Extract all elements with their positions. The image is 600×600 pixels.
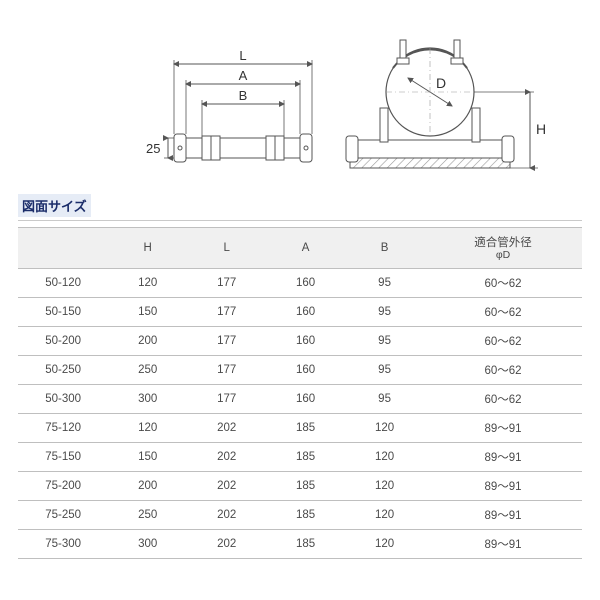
table-cell: 75-300 [18, 529, 108, 558]
table-cell: 120 [345, 413, 424, 442]
th-L: L [187, 228, 266, 269]
table-cell: 185 [266, 500, 345, 529]
table-row: 50-1501501771609560～62 [18, 297, 582, 326]
table-cell: 200 [108, 326, 187, 355]
table-cell: 177 [187, 268, 266, 297]
table-row: 50-2002001771609560～62 [18, 326, 582, 355]
table-cell: 60～62 [424, 384, 582, 413]
table-cell: 120 [345, 529, 424, 558]
table-cell: 177 [187, 355, 266, 384]
table-cell: 185 [266, 471, 345, 500]
th-A: A [266, 228, 345, 269]
dim-label-25: 25 [146, 141, 160, 156]
size-table: H L A B 適合管外径 φD 50-1201201771609560～625… [18, 227, 582, 559]
table-cell: 120 [108, 413, 187, 442]
table-cell: 160 [266, 326, 345, 355]
table-cell: 120 [345, 442, 424, 471]
table-cell: 202 [187, 442, 266, 471]
table-cell: 75-120 [18, 413, 108, 442]
table-row: 75-15015020218512089～91 [18, 442, 582, 471]
th-D-line2: φD [428, 250, 578, 262]
table-cell: 160 [266, 355, 345, 384]
table-row: 75-12012020218512089～91 [18, 413, 582, 442]
table-cell: 250 [108, 500, 187, 529]
table-cell: 160 [266, 297, 345, 326]
table-cell: 50-250 [18, 355, 108, 384]
table-cell: 95 [345, 355, 424, 384]
table-cell: 150 [108, 442, 187, 471]
table-cell: 185 [266, 442, 345, 471]
table-cell: 75-200 [18, 471, 108, 500]
table-cell: 60～62 [424, 355, 582, 384]
table-cell: 202 [187, 529, 266, 558]
table-cell: 200 [108, 471, 187, 500]
divider-line [18, 220, 582, 221]
dim-label-D: D [436, 75, 446, 91]
diagram-left: L A B 25 [138, 40, 338, 180]
th-blank [18, 228, 108, 269]
dim-label-H: H [536, 121, 546, 137]
th-D: 適合管外径 φD [424, 228, 582, 269]
table-cell: 120 [345, 500, 424, 529]
table-cell: 300 [108, 384, 187, 413]
table-cell: 75-150 [18, 442, 108, 471]
table-row: 75-20020020218512089～91 [18, 471, 582, 500]
dim-label-A: A [239, 68, 248, 83]
table-cell: 89～91 [424, 529, 582, 558]
table-cell: 202 [187, 500, 266, 529]
dim-label-L: L [239, 48, 246, 63]
table-cell: 60～62 [424, 297, 582, 326]
table-row: 50-3003001771609560～62 [18, 384, 582, 413]
diagram-right-svg: D H [338, 30, 548, 180]
table-cell: 89～91 [424, 413, 582, 442]
table-cell: 202 [187, 413, 266, 442]
table-cell: 300 [108, 529, 187, 558]
table-cell: 250 [108, 355, 187, 384]
table-cell: 150 [108, 297, 187, 326]
th-D-line1: 適合管外径 [474, 237, 532, 249]
diagram-right: D H [338, 30, 548, 180]
table-cell: 89～91 [424, 471, 582, 500]
section-title-wrap: 図面サイズ [18, 194, 582, 217]
table-cell: 95 [345, 384, 424, 413]
table-cell: 185 [266, 413, 345, 442]
table-cell: 177 [187, 326, 266, 355]
table-cell: 120 [108, 268, 187, 297]
th-B: B [345, 228, 424, 269]
table-cell: 160 [266, 268, 345, 297]
table-cell: 120 [345, 471, 424, 500]
table-header-row: H L A B 適合管外径 φD [18, 228, 582, 269]
dim-label-B: B [239, 88, 248, 103]
table-row: 75-30030020218512089～91 [18, 529, 582, 558]
table-cell: 177 [187, 384, 266, 413]
table-cell: 89～91 [424, 500, 582, 529]
table-row: 75-25025020218512089～91 [18, 500, 582, 529]
table-cell: 95 [345, 326, 424, 355]
table-cell: 185 [266, 529, 345, 558]
table-cell: 202 [187, 471, 266, 500]
section-title: 図面サイズ [18, 194, 91, 217]
table-cell: 95 [345, 268, 424, 297]
diagrams-row: L A B 25 [138, 30, 544, 180]
table-cell: 177 [187, 297, 266, 326]
table-row: 50-1201201771609560～62 [18, 268, 582, 297]
table-cell: 60～62 [424, 326, 582, 355]
page: L A B 25 [0, 0, 600, 600]
table-cell: 75-250 [18, 500, 108, 529]
table-cell: 89～91 [424, 442, 582, 471]
table-cell: 50-300 [18, 384, 108, 413]
table-cell: 50-150 [18, 297, 108, 326]
table-body: 50-1201201771609560～6250-150150177160956… [18, 268, 582, 558]
table-cell: 95 [345, 297, 424, 326]
table-cell: 160 [266, 384, 345, 413]
table-row: 50-2502501771609560～62 [18, 355, 582, 384]
th-H: H [108, 228, 187, 269]
diagram-left-svg: L A B 25 [138, 40, 338, 180]
table-cell: 60～62 [424, 268, 582, 297]
table-cell: 50-200 [18, 326, 108, 355]
table-cell: 50-120 [18, 268, 108, 297]
